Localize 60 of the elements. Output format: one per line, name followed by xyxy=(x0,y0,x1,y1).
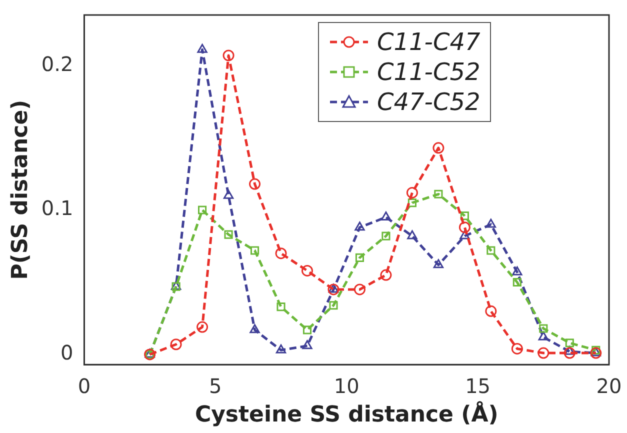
point xyxy=(382,232,390,240)
x-tick-label: 5 xyxy=(209,374,222,398)
point xyxy=(222,50,234,62)
point xyxy=(380,212,392,220)
point xyxy=(328,284,339,293)
point xyxy=(407,230,418,240)
point xyxy=(301,264,313,276)
x-axis-title: Cysteine SS distance (Å) xyxy=(194,400,498,428)
point xyxy=(275,248,287,260)
y-tick-label: 0.2 xyxy=(41,52,74,76)
point xyxy=(458,222,470,234)
point xyxy=(196,321,208,333)
point xyxy=(355,253,364,262)
point xyxy=(433,259,444,268)
point xyxy=(223,190,234,199)
point xyxy=(302,340,312,350)
point xyxy=(380,269,392,281)
point xyxy=(198,206,207,214)
point xyxy=(170,338,182,350)
y-tick-label: 0 xyxy=(60,340,74,365)
point xyxy=(538,331,548,340)
point xyxy=(328,284,340,296)
point xyxy=(512,266,522,276)
legend-label: C47-C52 xyxy=(377,88,480,116)
point xyxy=(538,347,550,359)
x-tick-label: 15 xyxy=(465,374,491,398)
point xyxy=(486,218,496,228)
point xyxy=(512,278,522,287)
point xyxy=(276,344,286,354)
y-tick-label: 0.1 xyxy=(41,196,74,220)
point xyxy=(564,347,576,359)
point xyxy=(329,301,338,310)
x-tick-label: 0 xyxy=(78,374,91,398)
point xyxy=(590,347,602,359)
point xyxy=(354,284,366,296)
point xyxy=(460,212,469,220)
point xyxy=(302,326,312,334)
point xyxy=(406,186,418,198)
point xyxy=(564,346,575,355)
x-tick-label: 10 xyxy=(334,374,360,398)
point xyxy=(485,305,497,317)
point xyxy=(354,222,365,231)
point xyxy=(249,178,261,190)
legend-label: C11-C52 xyxy=(377,58,480,86)
x-tick-label: 20 xyxy=(596,374,622,398)
y-axis-title: P(SS distance) xyxy=(8,100,33,280)
point xyxy=(197,44,208,53)
point xyxy=(250,324,260,334)
point xyxy=(486,246,496,255)
point xyxy=(432,142,444,154)
point xyxy=(408,198,416,208)
point xyxy=(434,190,443,198)
point xyxy=(565,338,574,348)
legend-label: C11-C47 xyxy=(377,28,480,56)
point xyxy=(511,342,523,354)
point xyxy=(539,324,548,333)
point xyxy=(224,230,233,239)
point xyxy=(460,230,470,240)
point xyxy=(250,246,260,255)
point xyxy=(276,302,286,312)
